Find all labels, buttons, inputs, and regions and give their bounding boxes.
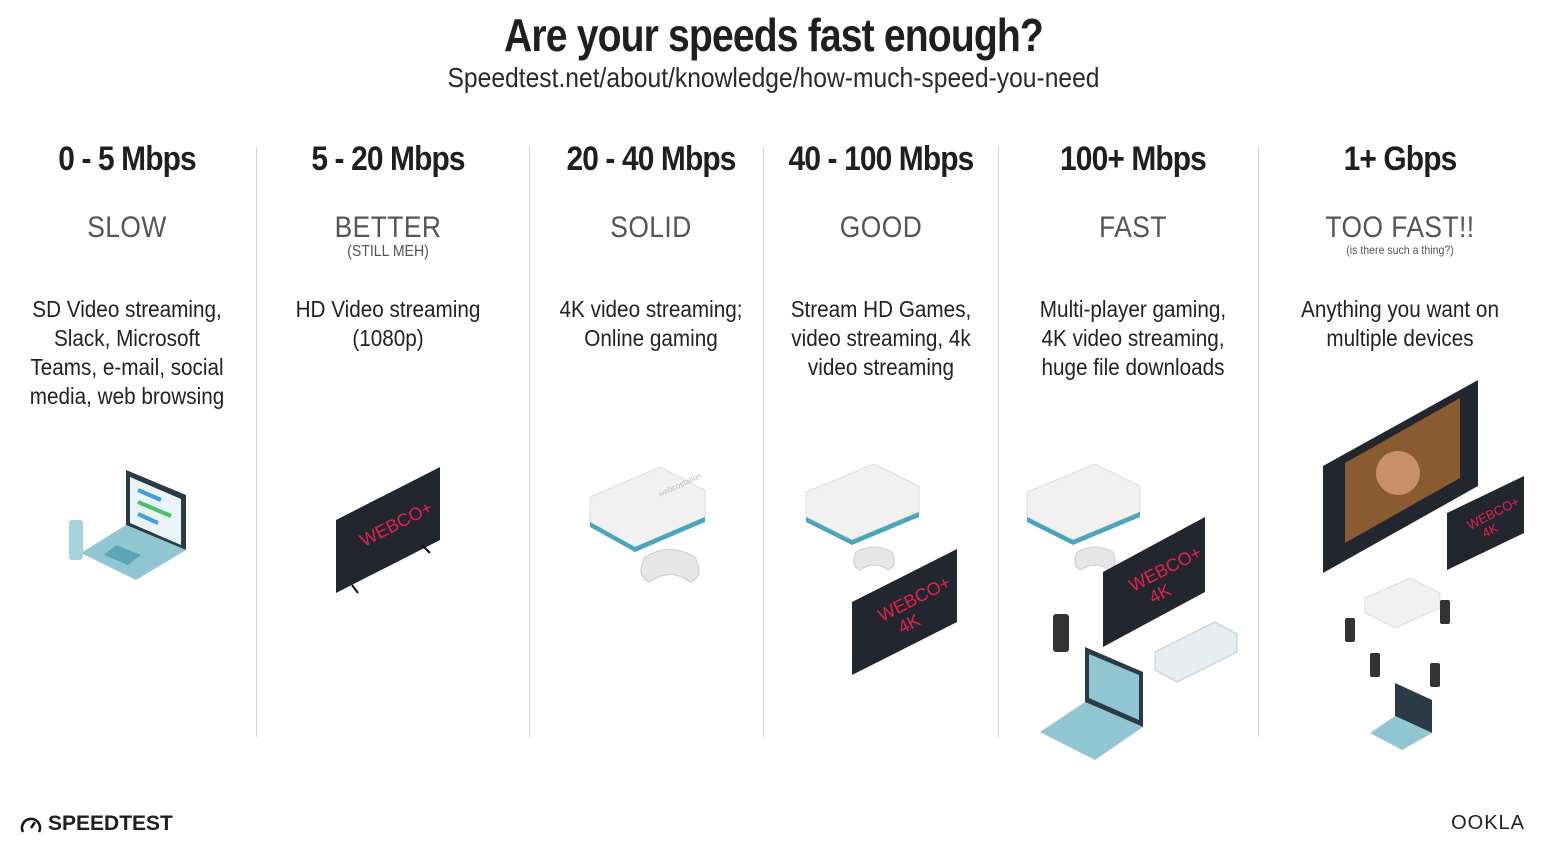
divider <box>256 147 257 737</box>
speedtest-logo-text: SPEEDTEST <box>48 812 173 835</box>
rating: BETTER <box>334 211 442 244</box>
rating-note: (is there such a thing?) <box>1346 243 1454 257</box>
rating-note: (STILL MEH) <box>347 243 429 260</box>
svg-text:4K: 4K <box>1480 520 1501 541</box>
speedtest-logo: SPEEDTEST <box>20 812 173 836</box>
rating: TOO FAST!! <box>1325 211 1475 244</box>
multi-device-illustration: WEBCO+ 4K <box>1026 463 1238 760</box>
usage-desc: Stream HD Games, video streaming, 4k vid… <box>790 296 972 380</box>
rating: FAST <box>1099 211 1167 244</box>
speed-range: 100+ Mbps <box>1060 140 1207 178</box>
console-controller-illustration: webcostation <box>589 466 706 583</box>
page-title: Are your speeds fast enough? <box>504 9 1044 61</box>
console-tv-illustration: WEBCO+ 4K <box>805 463 957 675</box>
tier-better: 5 - 20 Mbps BETTER (STILL MEH) <box>268 140 508 261</box>
ookla-logo: OOKLA <box>1451 812 1525 834</box>
divider <box>763 147 764 737</box>
speed-range: 20 - 40 Mbps <box>566 140 736 178</box>
divider <box>1258 147 1259 737</box>
too-fast-devices-illustration: WEBCO+ 4K <box>1323 380 1524 750</box>
speed-range: 0 - 5 Mbps <box>58 140 196 178</box>
usage-desc: HD Video streaming (1080p) <box>295 296 481 351</box>
speed-range: 40 - 100 Mbps <box>788 140 975 178</box>
tier-too-fast: 1+ Gbps TOO FAST!! (is there such a thin… <box>1280 140 1520 257</box>
tier-good: 40 - 100 Mbps GOOD <box>761 140 1001 245</box>
tier-slow: 0 - 5 Mbps SLOW <box>7 140 247 245</box>
speed-range: 5 - 20 Mbps <box>311 140 465 178</box>
usage-desc: Anything you want on multiple devices <box>1301 296 1499 351</box>
gauge-icon <box>20 817 42 833</box>
tier-fast: 100+ Mbps FAST <box>1013 140 1253 245</box>
rating: GOOD <box>839 211 923 244</box>
speed-range: 1+ Gbps <box>1343 140 1458 178</box>
usage-desc: 4K video streaming; Online gaming <box>559 296 743 351</box>
laptop-phone-illustration <box>69 470 186 580</box>
rating: SOLID <box>610 211 692 244</box>
usage-desc: Multi-player gaming, 4K video streaming,… <box>1039 296 1227 380</box>
divider <box>998 147 999 737</box>
usage-desc: SD Video streaming, Slack, Microsoft Tea… <box>29 296 225 409</box>
divider <box>529 147 530 737</box>
tier-solid: 20 - 40 Mbps SOLID <box>531 140 771 245</box>
rating: SLOW <box>87 211 167 244</box>
source-url: Speedtest.net/about/knowledge/how-much-s… <box>447 62 1100 93</box>
tv-illustration: WEBCO+ <box>336 467 440 594</box>
